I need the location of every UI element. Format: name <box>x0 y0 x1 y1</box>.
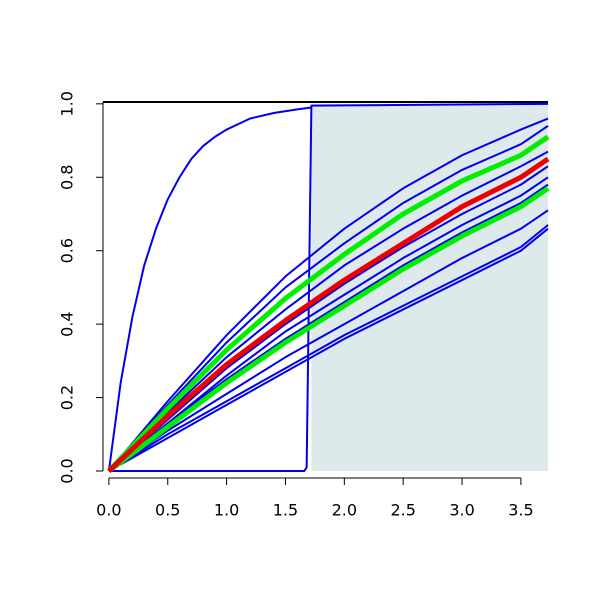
curve <box>108 125 549 472</box>
x-tick-label: 2.0 <box>332 501 357 520</box>
curve <box>108 150 549 472</box>
y-tick-label: 0.2 <box>58 385 77 410</box>
curve <box>108 224 549 472</box>
curve <box>107 134 550 473</box>
shaded-region <box>311 103 548 472</box>
x-tick-label: 0.0 <box>96 501 121 520</box>
curve <box>108 227 549 472</box>
x-tick-label: 1.0 <box>214 501 239 520</box>
curve <box>107 106 312 472</box>
curve <box>107 186 550 474</box>
x-tick-label: 2.5 <box>390 501 415 520</box>
y-tick-label: 0.6 <box>58 238 77 263</box>
x-tick-label: 3.5 <box>508 501 533 520</box>
curve <box>107 156 550 473</box>
y-tick-label: 0.8 <box>58 165 77 190</box>
x-tick-label: 3.0 <box>449 501 474 520</box>
curve <box>108 102 549 472</box>
x-tick-label: 1.5 <box>273 501 298 520</box>
curve <box>108 183 549 472</box>
y-tick-label: 0.4 <box>58 311 77 336</box>
curve <box>108 165 549 472</box>
y-tick-label: 1.0 <box>58 91 77 116</box>
curve <box>108 209 549 472</box>
x-tick-label: 0.5 <box>155 501 180 520</box>
y-tick-label: 0.0 <box>58 458 77 483</box>
curve <box>108 117 549 472</box>
